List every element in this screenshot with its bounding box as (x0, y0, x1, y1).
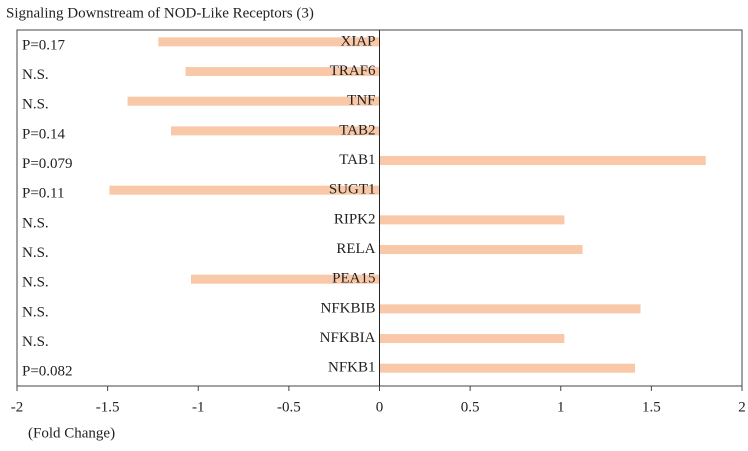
category-label: PEA15 (332, 271, 375, 287)
bar (191, 274, 380, 284)
bar (379, 215, 565, 225)
bar (158, 37, 380, 47)
x-tick-label: -1.5 (96, 399, 120, 415)
p-value-annotation: P=0.079 (22, 156, 73, 172)
bar (171, 126, 380, 136)
p-value-annotation: P=0.11 (22, 186, 65, 202)
category-label: RELA (336, 241, 375, 257)
category-label: NFKBIA (320, 330, 376, 346)
category-label: SUGT1 (329, 182, 376, 198)
x-tick-label: -0.5 (277, 399, 301, 415)
category-label: XIAP (340, 33, 375, 49)
bar (109, 185, 380, 195)
x-tick-label: 1.5 (642, 399, 661, 415)
p-value-annotation: N.S. (22, 97, 49, 113)
x-tick-label: 0.5 (461, 399, 480, 415)
x-tick-label: -1 (192, 399, 205, 415)
category-label: NFKB1 (328, 360, 376, 376)
chart-title: Signaling Downstream of NOD-Like Recepto… (6, 5, 314, 21)
bar (379, 334, 565, 344)
bar (379, 156, 706, 166)
x-tick-label: 0 (376, 399, 384, 415)
bar (127, 96, 380, 106)
x-tick-label: 1 (557, 399, 565, 415)
category-label: TAB1 (339, 152, 375, 168)
bar (379, 304, 641, 314)
bar (185, 67, 380, 77)
category-label: TAB2 (339, 122, 375, 138)
p-value-annotation: N.S. (22, 67, 49, 83)
p-value-annotation: P=0.17 (22, 37, 66, 53)
p-value-annotation: N.S. (22, 304, 49, 320)
p-value-annotation: N.S. (22, 245, 49, 261)
bar (379, 245, 583, 255)
p-value-annotation: N.S. (22, 275, 49, 291)
p-value-annotation: N.S. (22, 334, 49, 350)
category-label: NFKBIB (320, 300, 375, 316)
x-axis-label: (Fold Change) (28, 425, 115, 441)
bar (379, 363, 636, 373)
x-tick-label: -2 (11, 399, 24, 415)
p-value-annotation: P=0.082 (22, 364, 73, 380)
p-value-annotation: N.S. (22, 215, 49, 231)
category-label: RIPK2 (334, 211, 376, 227)
p-value-annotation: P=0.14 (22, 126, 66, 142)
category-label: TNF (347, 93, 375, 109)
x-tick-label: 2 (738, 399, 746, 415)
category-label: TRAF6 (330, 63, 376, 79)
